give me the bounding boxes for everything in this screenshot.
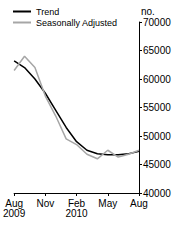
svg-text:May: May (98, 198, 117, 209)
svg-text:no.: no. (141, 6, 155, 17)
svg-text:40000: 40000 (143, 187, 171, 199)
svg-text:65000: 65000 (143, 45, 171, 56)
svg-text:Aug: Aug (5, 197, 23, 209)
svg-text:Seasonally Adjusted: Seasonally Adjusted (36, 18, 117, 28)
svg-text:70000: 70000 (143, 17, 171, 28)
svg-text:50000: 50000 (143, 131, 171, 142)
svg-text:Aug: Aug (130, 198, 148, 209)
svg-text:2010: 2010 (65, 208, 88, 219)
svg-text:60000: 60000 (143, 74, 171, 85)
svg-text:Trend: Trend (36, 7, 59, 17)
svg-text:2009: 2009 (3, 208, 26, 219)
svg-text:Nov: Nov (36, 198, 54, 209)
svg-text:Feb: Feb (67, 197, 86, 209)
svg-text:45000: 45000 (143, 159, 171, 170)
svg-text:55000: 55000 (143, 102, 171, 113)
